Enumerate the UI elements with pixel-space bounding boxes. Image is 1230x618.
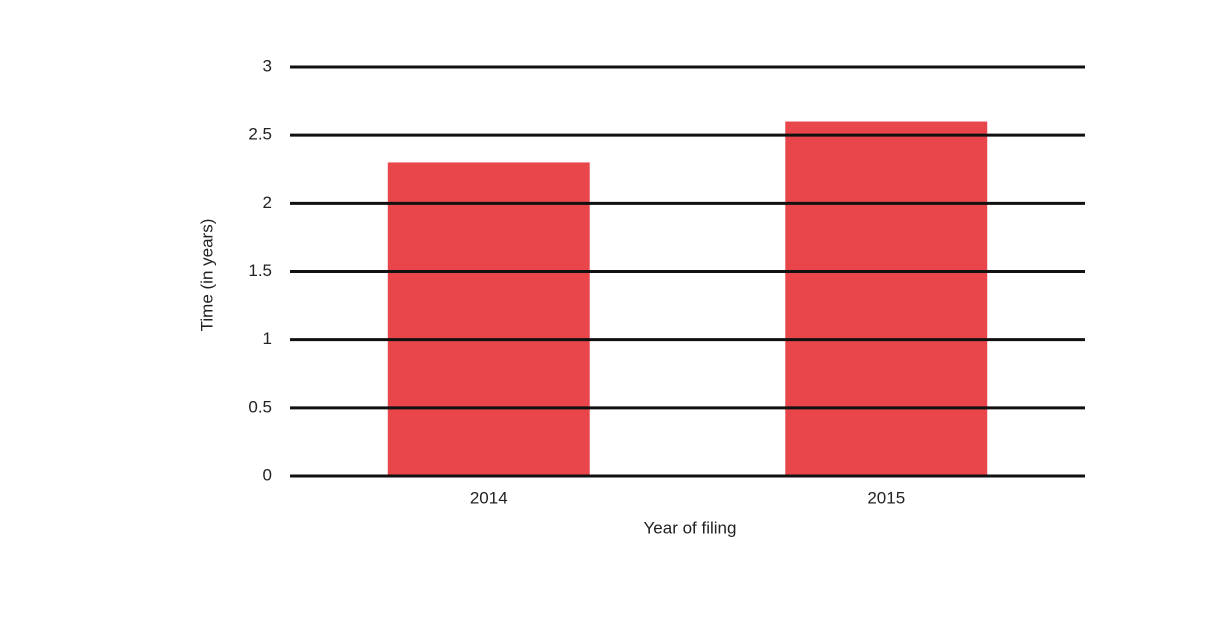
y-tick-label: 2.5 xyxy=(248,125,272,144)
y-tick-label: 0.5 xyxy=(248,397,272,416)
x-tick-label: 2015 xyxy=(867,488,905,507)
bar xyxy=(785,121,988,477)
y-tick-label: 2 xyxy=(263,193,272,212)
y-tick-label: 1 xyxy=(263,329,272,348)
x-tick-label: 2014 xyxy=(470,488,508,507)
y-tick-label: 1.5 xyxy=(248,261,272,280)
y-axis-label: Time (in years) xyxy=(197,219,216,332)
x-axis-label: Year of filing xyxy=(644,518,737,537)
y-tick-label: 3 xyxy=(263,56,272,75)
y-tick-label: 0 xyxy=(263,465,272,484)
bar xyxy=(387,162,590,476)
